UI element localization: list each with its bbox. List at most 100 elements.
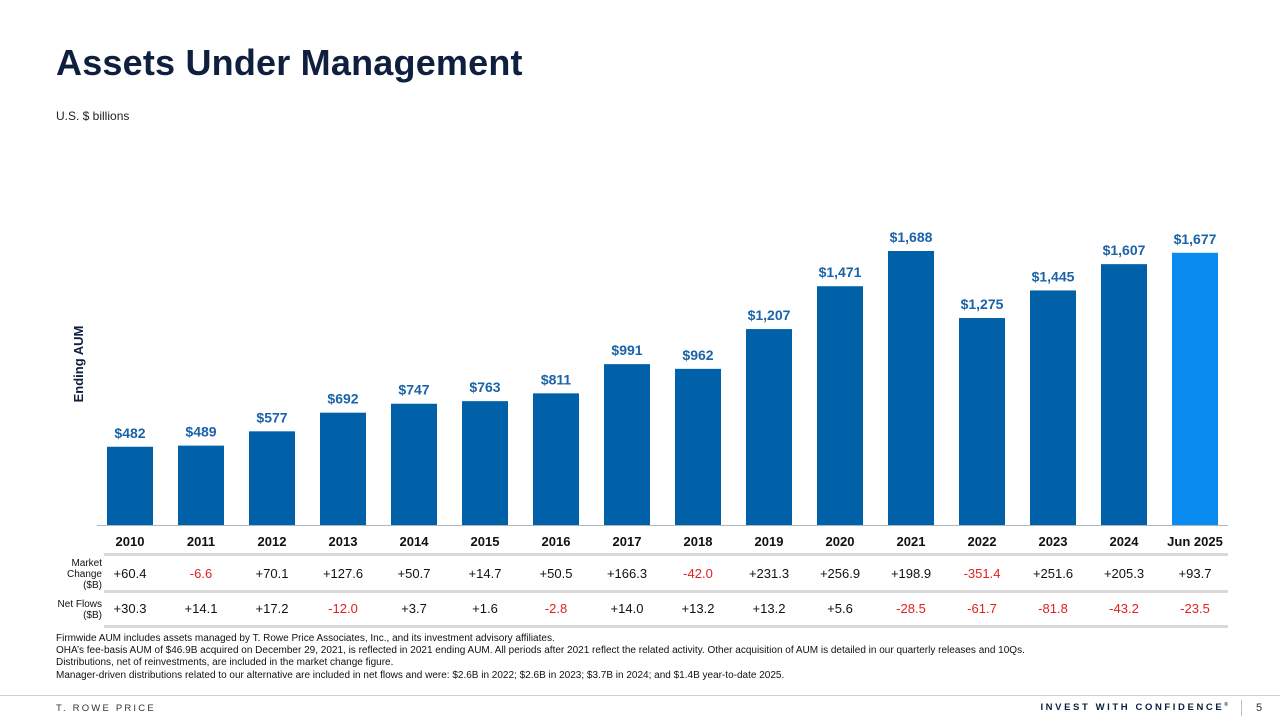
year-tick-label: 2017 <box>613 534 642 549</box>
footnotes: Firmwide AUM includes assets managed by … <box>56 633 1025 682</box>
bar-value-label: $482 <box>114 425 145 441</box>
footer-divider <box>0 695 1280 696</box>
table-cell: +13.2 <box>681 601 715 616</box>
bar-2023 <box>1030 290 1076 525</box>
table-cell: +50.7 <box>397 566 431 581</box>
table-divider-top <box>104 553 1228 556</box>
table-cell: +3.7 <box>401 601 427 616</box>
table-cell: +13.2 <box>752 601 786 616</box>
table-cell: +1.6 <box>472 601 498 616</box>
bar-2014 <box>391 403 437 525</box>
year-tick-label: Jun 2025 <box>1167 534 1223 549</box>
page-subtitle: U.S. $ billions <box>56 109 130 123</box>
bar-value-label: $1,607 <box>1103 242 1146 258</box>
table-cell: +17.2 <box>255 601 289 616</box>
table-cell: +198.9 <box>890 566 932 581</box>
year-tick-label: 2012 <box>258 534 287 549</box>
bar-group <box>107 251 1218 526</box>
table-cell: -42.0 <box>683 566 713 581</box>
footnote: Manager-driven distributions related to … <box>56 669 785 681</box>
year-tick-label: 2015 <box>471 534 500 549</box>
table-cell: -28.5 <box>896 601 926 616</box>
table-cell: +70.1 <box>255 566 289 581</box>
year-tick-label: 2016 <box>542 534 571 549</box>
table-cell: +30.3 <box>113 601 147 616</box>
table-cell: +256.9 <box>819 566 861 581</box>
bar-value-label: $489 <box>185 424 216 440</box>
bar-2019 <box>746 329 792 525</box>
bar-jun-2025 <box>1172 252 1218 526</box>
bar-2018 <box>675 368 721 525</box>
page-number-divider <box>1241 700 1242 716</box>
footnote: Distributions, net of reinvestments, are… <box>56 657 394 669</box>
bar-value-label: $692 <box>327 391 358 407</box>
bar-value-labels: $482 $489 $577 $692 $747 $763 $811 $991 $962 $1,2… <box>114 229 1216 441</box>
year-labels: 2010 2011 2012 2013 2014 2015 2016 2017 2018 2019… <box>116 534 1223 549</box>
bar-2016 <box>533 393 579 525</box>
table-cell: -6.6 <box>189 566 213 581</box>
bar-value-label: $1,275 <box>961 296 1004 312</box>
table-cell: +231.3 <box>748 566 790 581</box>
year-tick-label: 2011 <box>187 534 215 549</box>
bar-2022 <box>959 318 1005 525</box>
bar-2020 <box>817 286 863 525</box>
year-tick-label: 2022 <box>968 534 997 549</box>
table-cell: +5.6 <box>827 601 853 616</box>
bar-2021 <box>888 251 934 525</box>
bar-2013 <box>320 412 366 525</box>
bar-value-label: $811 <box>541 371 572 387</box>
year-tick-label: 2014 <box>400 534 430 549</box>
footnote: OHA’s fee-basis AUM of $46.9B acquired o… <box>56 645 1025 657</box>
year-tick-label: 2013 <box>329 534 358 549</box>
year-tick-label: 2018 <box>684 534 713 549</box>
year-tick-label: 2010 <box>116 534 145 549</box>
bar-value-label: $1,471 <box>819 264 862 280</box>
table-cell: -2.8 <box>544 601 568 616</box>
aum-bar-chart: Ending AUM $482 $489$577$692$747 $763 $811$… <box>71 229 1228 549</box>
y-axis-label: Ending AUM <box>71 326 86 403</box>
bar-value-label: $1,445 <box>1032 268 1075 284</box>
table-cell: -61.7 <box>967 601 997 616</box>
bar-2024 <box>1101 264 1147 525</box>
bar-value-label: $577 <box>256 409 287 425</box>
registered-mark: ® <box>1224 702 1228 708</box>
page-title: Assets Under Management <box>56 42 523 83</box>
bar-2012 <box>249 431 295 525</box>
table-cell: +127.6 <box>322 566 364 581</box>
year-tick-label: 2020 <box>826 534 855 549</box>
table-cell: +14.1 <box>184 601 218 616</box>
bar-2010 <box>107 446 153 525</box>
table-divider-middle <box>104 590 1228 593</box>
year-tick-label: 2024 <box>1110 534 1140 549</box>
bar-value-label: $991 <box>611 342 642 358</box>
table-cell: -23.5 <box>1180 601 1210 616</box>
table-cell: +166.3 <box>606 566 648 581</box>
bar-value-label: $763 <box>469 379 500 395</box>
table-cell: -351.4 <box>963 566 1001 581</box>
bar-2017 <box>604 364 650 525</box>
table-cell: +60.4 <box>113 566 147 581</box>
table-cell: +205.3 <box>1103 566 1145 581</box>
footnote: Firmwide AUM includes assets managed by … <box>56 633 555 644</box>
bar-value-label: $962 <box>682 347 713 363</box>
net-flows-row-label: Net Flows ($B) <box>57 599 102 621</box>
table-cell: +50.5 <box>539 566 573 581</box>
bar-2011 <box>178 445 224 525</box>
table-cell: +14.7 <box>468 566 502 581</box>
year-tick-label: 2023 <box>1039 534 1068 549</box>
table-cell: +14.0 <box>610 601 644 616</box>
bar-value-label: $747 <box>398 382 429 398</box>
table-cell: +93.7 <box>1178 566 1212 581</box>
bar-value-label: $1,688 <box>890 229 933 245</box>
brand-name: T. ROWE PRICE <box>56 703 156 714</box>
page-number: 5 <box>1256 702 1263 714</box>
table-divider-bottom <box>104 625 1228 628</box>
bar-2015 <box>462 401 508 525</box>
table-cell: -81.8 <box>1038 601 1068 616</box>
year-tick-label: 2021 <box>897 534 926 549</box>
table-cell: -43.2 <box>1109 601 1139 616</box>
year-tick-label: 2019 <box>755 534 784 549</box>
table-cell: +251.6 <box>1032 566 1074 581</box>
market-change-row-label: Market Change ($B) <box>66 558 102 591</box>
bar-value-label: $1,207 <box>748 307 791 323</box>
